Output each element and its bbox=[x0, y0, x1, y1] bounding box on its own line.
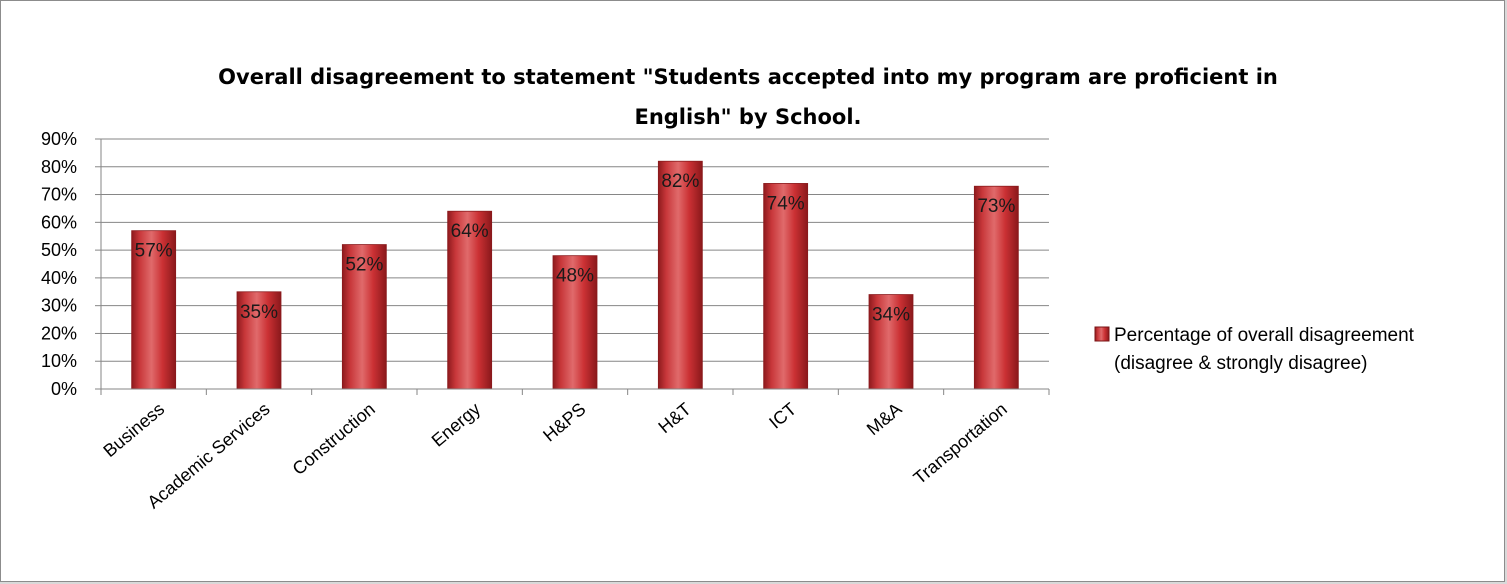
y-tick-label: 70% bbox=[41, 185, 77, 205]
data-label: 52% bbox=[345, 255, 383, 276]
y-tick-label: 40% bbox=[41, 268, 77, 288]
x-category-label: Transportation bbox=[910, 399, 1011, 489]
y-tick-label: 90% bbox=[41, 129, 77, 149]
data-label: 34% bbox=[872, 305, 910, 326]
bar-transportation bbox=[973, 185, 1019, 390]
bar-ict bbox=[763, 183, 809, 390]
chart-title-line-1: Overall disagreement to statement "Stude… bbox=[218, 65, 1278, 89]
y-tick-label: 80% bbox=[41, 157, 77, 177]
x-category-label: ICT bbox=[765, 399, 800, 433]
x-category-label: H&PS bbox=[539, 399, 589, 446]
y-tick-label: 20% bbox=[41, 323, 77, 343]
data-label: 48% bbox=[556, 266, 594, 287]
data-label: 82% bbox=[661, 171, 699, 192]
legend-swatch bbox=[1094, 326, 1110, 342]
data-label: 64% bbox=[451, 221, 489, 242]
legend-label-line-2: (disagree & strongly disagree) bbox=[1114, 353, 1367, 374]
y-tick-label: 50% bbox=[41, 240, 77, 260]
data-label: 74% bbox=[767, 193, 805, 214]
bar-h-t bbox=[657, 160, 703, 390]
chart-title-line-2: English" by School. bbox=[634, 105, 861, 129]
x-category-label: M&A bbox=[863, 399, 906, 439]
bar-m-a bbox=[868, 294, 914, 390]
x-category-label: Energy bbox=[428, 399, 485, 451]
y-tick-label: 0% bbox=[51, 379, 77, 399]
x-category-label: Construction bbox=[289, 399, 379, 479]
bar-business bbox=[131, 230, 177, 390]
y-tick-label: 60% bbox=[41, 212, 77, 232]
y-tick-label: 30% bbox=[41, 296, 77, 316]
x-category-label: H&T bbox=[654, 399, 694, 437]
y-tick-label: 10% bbox=[41, 351, 77, 371]
x-category-label: Business bbox=[99, 399, 168, 461]
data-label: 57% bbox=[135, 241, 173, 262]
legend: Percentage of overall disagreement (disa… bbox=[1094, 325, 1415, 374]
legend-label-line-1: Percentage of overall disagreement bbox=[1114, 325, 1415, 346]
data-label: 73% bbox=[977, 196, 1015, 217]
data-label: 35% bbox=[240, 302, 278, 323]
